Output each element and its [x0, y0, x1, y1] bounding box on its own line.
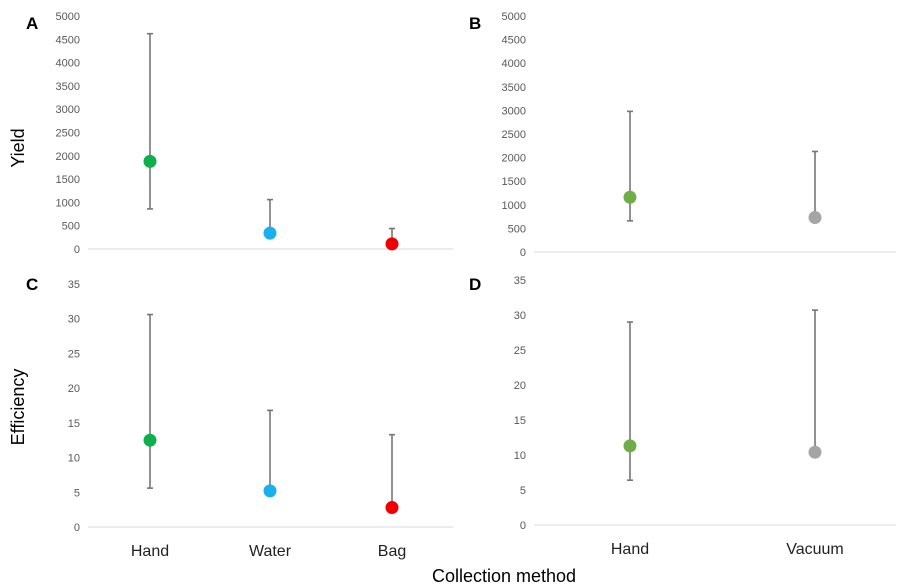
data-point-hand: [624, 191, 637, 204]
y-tick-label: 2500: [56, 128, 80, 140]
y-tick-label: 5000: [56, 11, 80, 23]
y-tick-label: 20: [68, 383, 80, 395]
data-point-bag: [386, 237, 399, 250]
y-tick-label: 30: [68, 314, 80, 326]
y-tick-label: 0: [74, 522, 80, 534]
y-axis-label-efficiency: Efficiency: [8, 369, 28, 446]
data-point-vacuum: [809, 211, 822, 224]
y-tick-label: 35: [68, 279, 80, 291]
category-label: Hand: [611, 541, 649, 558]
y-tick-label: 3500: [56, 81, 80, 93]
y-tick-label: 1000: [502, 200, 526, 212]
y-tick-label: 2500: [502, 129, 526, 141]
y-tick-label: 5: [520, 485, 526, 497]
data-point-vacuum: [809, 446, 822, 459]
category-label: Vacuum: [786, 541, 844, 558]
data-point-hand: [144, 155, 157, 168]
data-point-hand: [624, 439, 637, 452]
category-label: Hand: [131, 543, 169, 560]
y-tick-label: 4000: [502, 58, 526, 70]
panel-letter: C: [26, 275, 38, 294]
category-label: Bag: [378, 543, 406, 560]
y-tick-label: 500: [508, 223, 526, 235]
y-tick-label: 10: [68, 453, 80, 465]
y-tick-label: 3500: [502, 82, 526, 94]
y-tick-label: 0: [74, 244, 80, 256]
y-tick-label: 20: [514, 380, 526, 392]
panel-letter: B: [469, 14, 481, 33]
y-tick-label: 10: [514, 450, 526, 462]
panel-a: A 0 500 1000 1500 2000 2500 3000 3500 4000 4500 500…: [26, 11, 453, 256]
y-tick-label: 1500: [56, 174, 80, 186]
y-tick-label: 25: [514, 345, 526, 357]
panel-letter: A: [26, 14, 38, 33]
y-tick-label: 4000: [56, 58, 80, 70]
y-tick-label: 5000: [502, 11, 526, 23]
y-tick-label: 3000: [502, 105, 526, 117]
y-tick-label: 15: [68, 418, 80, 430]
y-tick-label: 35: [514, 275, 526, 287]
y-tick-label: 5: [74, 487, 80, 499]
y-tick-label: 30: [514, 310, 526, 322]
panel-d: D 0 5 10 15 20 25 30 35 Hand Vacuum: [469, 275, 896, 558]
panel-letter: D: [469, 275, 481, 294]
data-point-water: [264, 227, 277, 240]
y-axis-label-yield: Yield: [8, 128, 28, 167]
category-label: Water: [249, 543, 292, 560]
y-tick-label: 0: [520, 520, 526, 532]
y-tick-label: 4500: [502, 35, 526, 47]
y-tick-label: 25: [68, 348, 80, 360]
y-tick-label: 15: [514, 415, 526, 427]
y-tick-label: 3000: [56, 104, 80, 116]
panel-c: C 0 5 10 15 20 25 30 35 Hand Water Bag: [26, 275, 453, 560]
y-tick-label: 500: [62, 221, 80, 233]
data-point-bag: [386, 501, 399, 514]
y-tick-label: 1000: [56, 197, 80, 209]
y-tick-label: 0: [520, 247, 526, 259]
data-point-water: [264, 484, 277, 497]
x-axis-label: Collection method: [432, 566, 576, 586]
data-point-hand: [144, 434, 157, 447]
y-tick-label: 2000: [502, 153, 526, 165]
panel-b: B 0 500 1000 1500 2000 2500 3000 3500 4000 4500 500…: [469, 11, 896, 259]
y-tick-label: 2000: [56, 151, 80, 163]
y-tick-label: 1500: [502, 176, 526, 188]
y-tick-label: 4500: [56, 34, 80, 46]
